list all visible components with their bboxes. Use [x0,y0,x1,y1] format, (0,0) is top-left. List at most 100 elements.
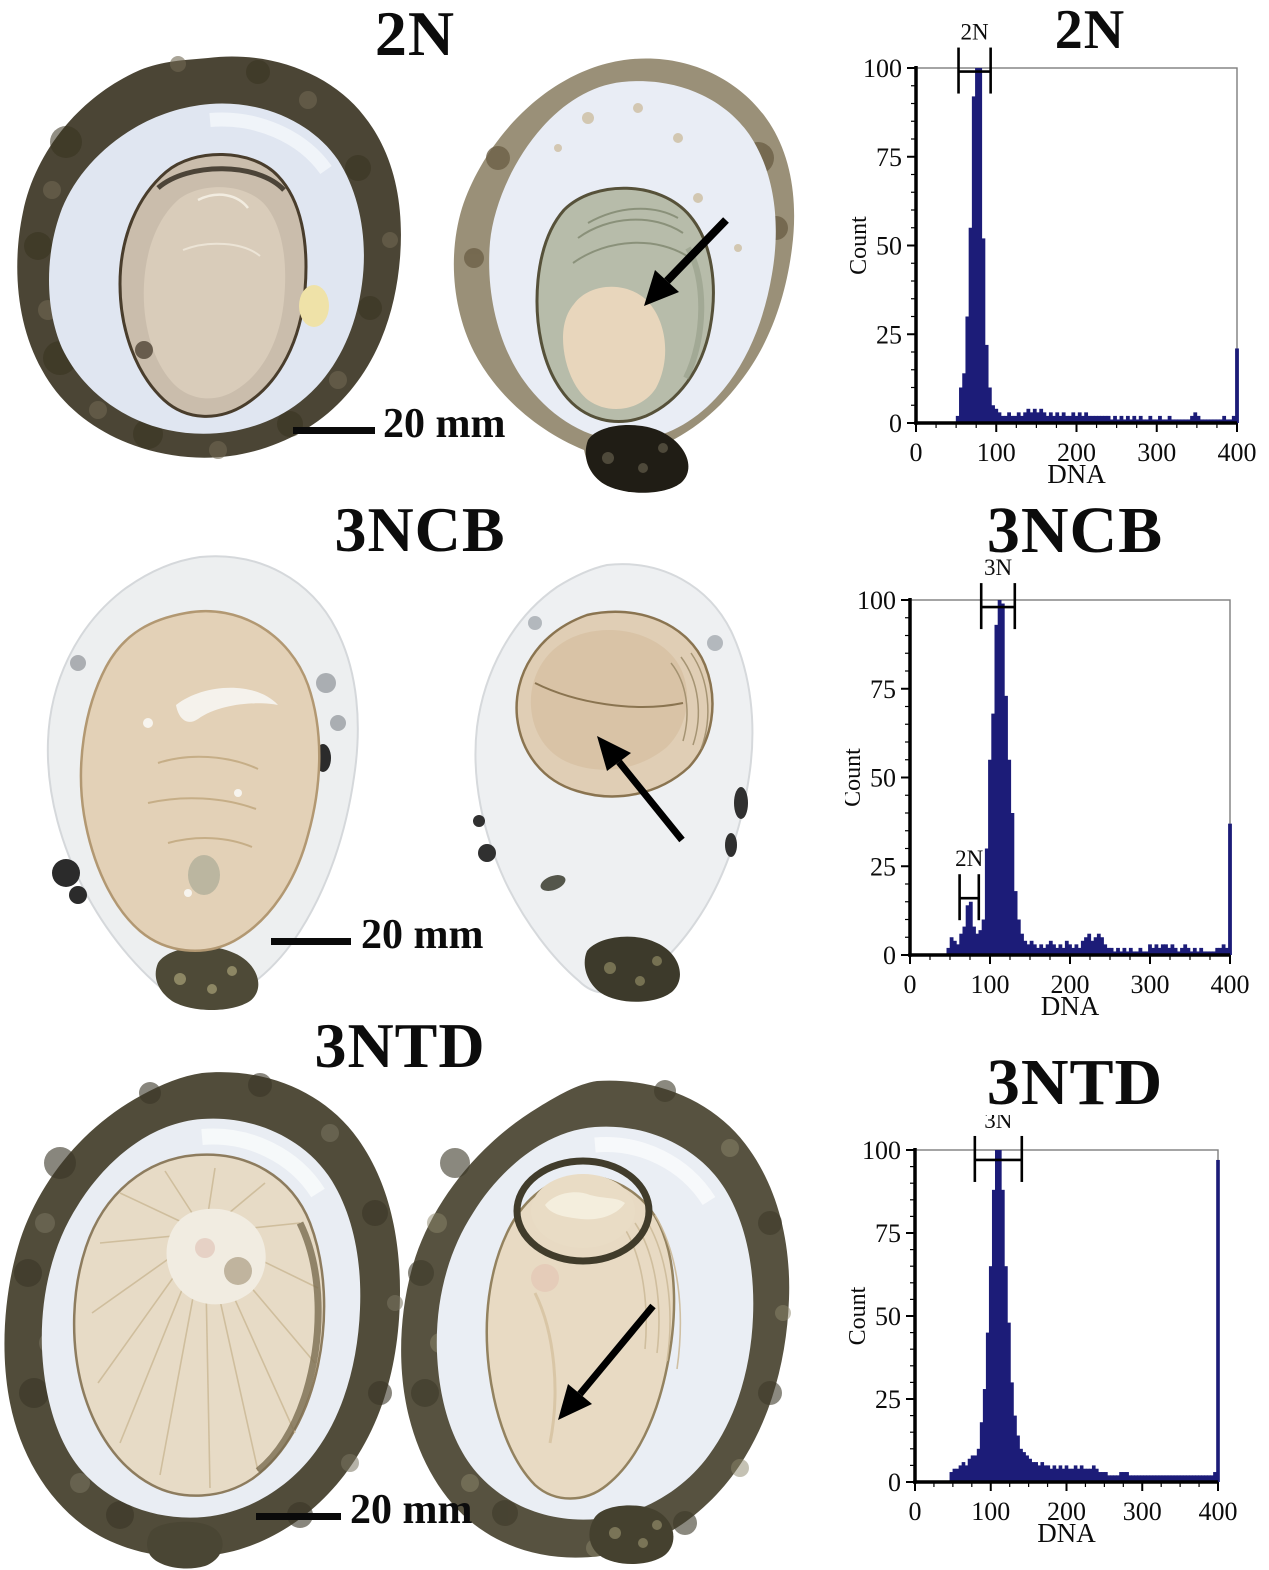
gonad-arrow-icon [597,736,685,843]
svg-text:0: 0 [883,941,896,970]
shell-gray-patches [528,616,723,651]
svg-text:50: 50 [876,232,902,261]
meat-sheen-line [197,193,249,209]
svg-text:400: 400 [1218,438,1257,467]
dark-spot [135,341,153,359]
scale-bar-label: 20 mm [383,401,506,447]
svg-text:3N: 3N [984,555,1013,580]
meat-fold-line [533,1292,557,1444]
group-title-2n: 2N [374,0,456,69]
flow-cytometry-histogram-3ntd: 0 100 200 300 400 0 25 50 75 100 DNA Count 3N [845,1115,1238,1548]
gill-arcs [572,207,691,264]
scale-bar-label: 20 mm [361,912,484,958]
svg-text:0: 0 [889,409,902,438]
gonad-tissue [563,286,666,410]
svg-text:300: 300 [1137,438,1176,467]
gonad-arrow-icon [558,1303,656,1420]
svg-text:25: 25 [875,1385,901,1414]
labial-ring [513,1157,653,1265]
white-wavy-mass [545,1192,625,1220]
gill-striations [624,1214,682,1370]
mantle-edge [156,166,286,192]
svg-text:200: 200 [1051,970,1090,999]
hinge [585,425,689,493]
svg-text:75: 75 [876,143,902,172]
gill-fan [670,652,709,750]
svg-text:0: 0 [909,1497,922,1526]
pink-patch [531,1264,559,1292]
svg-text:100: 100 [971,1497,1010,1526]
svg-text:DNA: DNA [1041,991,1100,1021]
svg-text:3N: 3N [984,1115,1013,1133]
svg-text:100: 100 [863,54,902,83]
svg-text:100: 100 [971,970,1010,999]
scale-bar-line [271,938,351,945]
hinge [584,936,680,1002]
dark-gut-shadow [188,855,220,895]
svg-text:400: 400 [1211,970,1250,999]
svg-text:25: 25 [876,320,902,349]
svg-text:Count: Count [845,748,866,807]
svg-text:0: 0 [888,1468,901,1497]
inner-shell-sheen [594,1137,716,1206]
svg-text:DNA: DNA [1047,459,1106,489]
svg-text:0: 0 [910,438,923,467]
svg-text:2N: 2N [961,20,990,45]
flow-cytometry-histogram-3ncb: 0 100 200 300 400 0 25 50 75 100 DNA Count 3N 2N [845,555,1250,1021]
svg-text:0: 0 [904,970,917,999]
svg-text:75: 75 [870,675,896,704]
svg-text:Count: Count [845,1286,871,1345]
oyster-meat [485,1175,676,1500]
bottom-stem [147,1521,223,1569]
flow-cytometry-histogram-2n: 0 100 200 300 400 0 25 50 75 100 DNA Count 2N [846,20,1257,489]
shell-gray-patches [70,655,346,731]
svg-text:50: 50 [870,764,896,793]
shell-dark-patches [473,787,748,862]
meat-interior [143,187,286,399]
hinge-speckles [604,956,662,986]
svg-text:100: 100 [862,1136,901,1165]
chart-title-2n: 2N [1054,0,1126,61]
oyster-photo-3ntd-left [4,1072,403,1569]
oyster-photo-2n-right [453,58,795,493]
dark-spot [540,875,566,891]
oyster-photo-2n-left [17,56,401,459]
chart-title-3ntd: 3NTD [986,1046,1164,1119]
oyster-photo-3ncb-right [473,563,754,1002]
adductor-white-patch [166,1208,266,1305]
svg-text:50: 50 [875,1302,901,1331]
svg-text:100: 100 [857,586,896,615]
svg-text:100: 100 [977,438,1016,467]
mantle-fold-line [534,682,684,708]
hinge [155,946,259,1010]
shell-texture-dark [14,1073,392,1529]
oyster-photo-3ncb-left [46,555,359,1010]
hinge [589,1505,674,1564]
pink-tinge [195,1238,215,1258]
svg-text:300: 300 [1131,970,1170,999]
svg-text:200: 200 [1047,1497,1086,1526]
inner-shell-sheen [209,112,332,175]
scale-bar-label: 20 mm [350,1487,473,1533]
meat-sheen-line [182,242,261,257]
meat-shading [530,630,688,770]
oyster-meat [72,1153,326,1497]
svg-text:2N: 2N [955,846,984,871]
shell-speckles [554,103,742,252]
svg-text:200: 200 [1057,438,1096,467]
yellow-gland-spot [299,285,329,327]
chart-title-3ncb: 3NCB [986,494,1164,567]
oyster-photo-3ntd-right [401,1080,791,1564]
scale-bar-line [293,427,375,434]
inner-shell-sheen [201,1128,325,1198]
dark-blotch [224,1257,252,1285]
meat-wrinkles [147,755,259,848]
svg-text:DNA: DNA [1037,1518,1096,1548]
meat-highlights [143,718,242,897]
svg-text:Count: Count [846,216,872,275]
hinge-speckles [174,966,237,994]
hinge-speckles [602,443,668,473]
group-title-3ntd: 3NTD [314,1010,486,1081]
gonad-arrow-icon [644,217,729,306]
